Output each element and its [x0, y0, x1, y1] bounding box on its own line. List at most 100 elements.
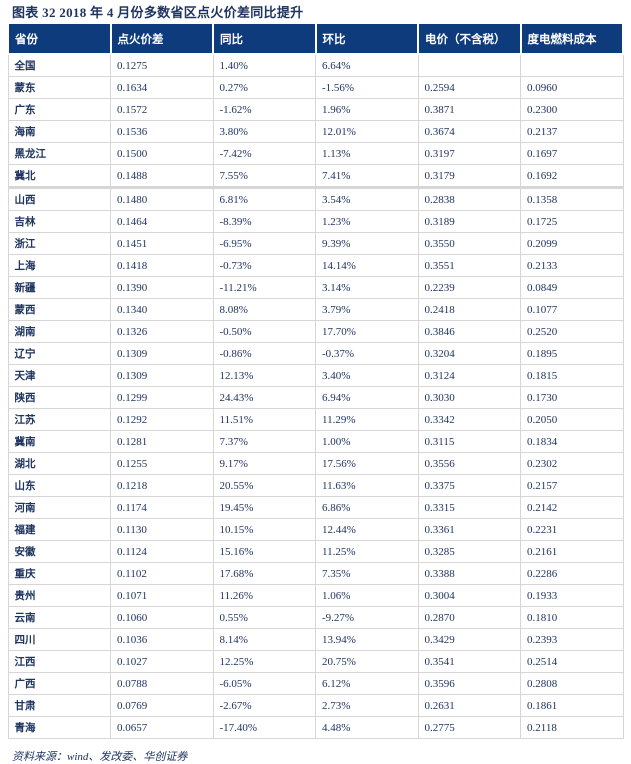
cell-yoy: 11.26% [212, 584, 316, 607]
table-row: 蒙东 0.1634 0.27% -1.56% 0.2594 0.0960 [7, 76, 624, 99]
table-row: 安徽 0.1124 15.16% 11.25% 0.3285 0.2161 [7, 540, 624, 563]
cell-province: 海南 [7, 120, 111, 143]
cell-spark-spread: 0.1309 [110, 342, 214, 365]
table-row: 江西 0.1027 12.25% 20.75% 0.3541 0.2514 [7, 650, 624, 673]
cell-province: 上海 [7, 254, 111, 277]
cell-spark-spread: 0.1102 [110, 562, 214, 585]
cell-mom: 3.79% [315, 298, 419, 321]
cell-yoy: -7.42% [212, 142, 316, 165]
cell-fuel-cost [520, 53, 624, 77]
cell-mom: 9.39% [315, 232, 419, 255]
cell-spark-spread: 0.1036 [110, 628, 214, 651]
source-note: 资料来源：wind、发改委、华创证券 [12, 751, 188, 763]
cell-fuel-cost: 0.2099 [520, 232, 624, 255]
cell-fuel-cost: 0.1725 [520, 210, 624, 233]
cell-fuel-cost: 0.2514 [520, 650, 624, 673]
cell-province: 蒙西 [7, 298, 111, 321]
cell-yoy: 7.37% [212, 430, 316, 453]
cell-fuel-cost: 0.2118 [520, 716, 624, 739]
cell-province: 青海 [7, 716, 111, 739]
cell-province: 江西 [7, 650, 111, 673]
table-row: 湖南 0.1326 -0.50% 17.70% 0.3846 0.2520 [7, 320, 624, 343]
cell-power-price: 0.2631 [417, 694, 521, 717]
cell-power-price: 0.3388 [417, 562, 521, 585]
cell-spark-spread: 0.1292 [110, 408, 214, 431]
cell-mom: 17.56% [315, 452, 419, 475]
cell-fuel-cost: 0.1834 [520, 430, 624, 453]
cell-province: 陕西 [7, 386, 111, 409]
cell-yoy: 24.43% [212, 386, 316, 409]
cell-spark-spread: 0.1299 [110, 386, 214, 409]
cell-province: 黑龙江 [7, 142, 111, 165]
cell-power-price: 0.3115 [417, 430, 521, 453]
table-row: 重庆 0.1102 17.68% 7.35% 0.3388 0.2286 [7, 562, 624, 585]
cell-province: 浙江 [7, 232, 111, 255]
table-row: 河南 0.1174 19.45% 6.86% 0.3315 0.2142 [7, 496, 624, 519]
cell-power-price: 0.2838 [417, 186, 521, 211]
cell-province: 全国 [7, 53, 111, 77]
table-row: 浙江 0.1451 -6.95% 9.39% 0.3550 0.2099 [7, 232, 624, 255]
cell-yoy: 9.17% [212, 452, 316, 475]
cell-province: 广西 [7, 672, 111, 695]
cell-spark-spread: 0.1340 [110, 298, 214, 321]
cell-yoy: -0.86% [212, 342, 316, 365]
cell-province: 安徽 [7, 540, 111, 563]
column-header-province: 省份 [7, 22, 112, 55]
cell-province: 新疆 [7, 276, 111, 299]
cell-province: 甘肃 [7, 694, 111, 717]
cell-power-price: 0.3179 [417, 164, 521, 189]
table-row: 辽宁 0.1309 -0.86% -0.37% 0.3204 0.1895 [7, 342, 624, 365]
column-header-power-price: 电价（不含税） [417, 22, 522, 55]
column-header-spark-spread: 点火价差 [109, 22, 214, 55]
cell-yoy: 3.80% [212, 120, 316, 143]
cell-fuel-cost: 0.2808 [520, 672, 624, 695]
cell-yoy: 12.13% [212, 364, 316, 387]
cell-power-price: 0.2775 [417, 716, 521, 739]
cell-spark-spread: 0.1572 [110, 98, 214, 121]
cell-yoy: 8.08% [212, 298, 316, 321]
cell-spark-spread: 0.1634 [110, 76, 214, 99]
cell-spark-spread: 0.1124 [110, 540, 214, 563]
table-row: 广西 0.0788 -6.05% 6.12% 0.3596 0.2808 [7, 672, 624, 695]
table-row: 青海 0.0657 -17.40% 4.48% 0.2775 0.2118 [7, 716, 624, 739]
table-row: 天津 0.1309 12.13% 3.40% 0.3124 0.1815 [7, 364, 624, 387]
table-row: 贵州 0.1071 11.26% 1.06% 0.3004 0.1933 [7, 584, 624, 607]
cell-fuel-cost: 0.1358 [520, 186, 624, 211]
cell-power-price: 0.3541 [417, 650, 521, 673]
cell-mom: 17.70% [315, 320, 419, 343]
cell-mom: 11.25% [315, 540, 419, 563]
table-row: 山东 0.1218 20.55% 11.63% 0.3375 0.2157 [7, 474, 624, 497]
cell-power-price: 0.3030 [417, 386, 521, 409]
cell-fuel-cost: 0.2133 [520, 254, 624, 277]
cell-mom: 7.41% [315, 164, 419, 189]
cell-yoy: 11.51% [212, 408, 316, 431]
cell-mom: -0.37% [315, 342, 419, 365]
cell-power-price: 0.3315 [417, 496, 521, 519]
cell-power-price: 0.3124 [417, 364, 521, 387]
table-row: 广东 0.1572 -1.62% 1.96% 0.3871 0.2300 [7, 98, 624, 121]
cell-power-price [417, 53, 521, 77]
cell-fuel-cost: 0.2231 [520, 518, 624, 541]
cell-yoy: 0.55% [212, 606, 316, 629]
cell-spark-spread: 0.1326 [110, 320, 214, 343]
table-row: 上海 0.1418 -0.73% 14.14% 0.3551 0.2133 [7, 254, 624, 277]
cell-mom: 1.06% [315, 584, 419, 607]
cell-fuel-cost: 0.2137 [520, 120, 624, 143]
cell-fuel-cost: 0.2393 [520, 628, 624, 651]
table-row: 湖北 0.1255 9.17% 17.56% 0.3556 0.2302 [7, 452, 624, 475]
cell-fuel-cost: 0.1895 [520, 342, 624, 365]
cell-mom: 6.86% [315, 496, 419, 519]
cell-mom: 1.96% [315, 98, 419, 121]
table-row: 全国 0.1275 1.40% 6.64% [7, 53, 624, 77]
cell-fuel-cost: 0.1861 [520, 694, 624, 717]
cell-province: 天津 [7, 364, 111, 387]
cell-yoy: 17.68% [212, 562, 316, 585]
cell-yoy: 15.16% [212, 540, 316, 563]
cell-power-price: 0.2870 [417, 606, 521, 629]
table-row: 福建 0.1130 10.15% 12.44% 0.3361 0.2231 [7, 518, 624, 541]
cell-fuel-cost: 0.2142 [520, 496, 624, 519]
cell-province: 辽宁 [7, 342, 111, 365]
table-row: 吉林 0.1464 -8.39% 1.23% 0.3189 0.1725 [7, 210, 624, 233]
cell-yoy: -6.95% [212, 232, 316, 255]
cell-province: 冀北 [7, 164, 111, 189]
